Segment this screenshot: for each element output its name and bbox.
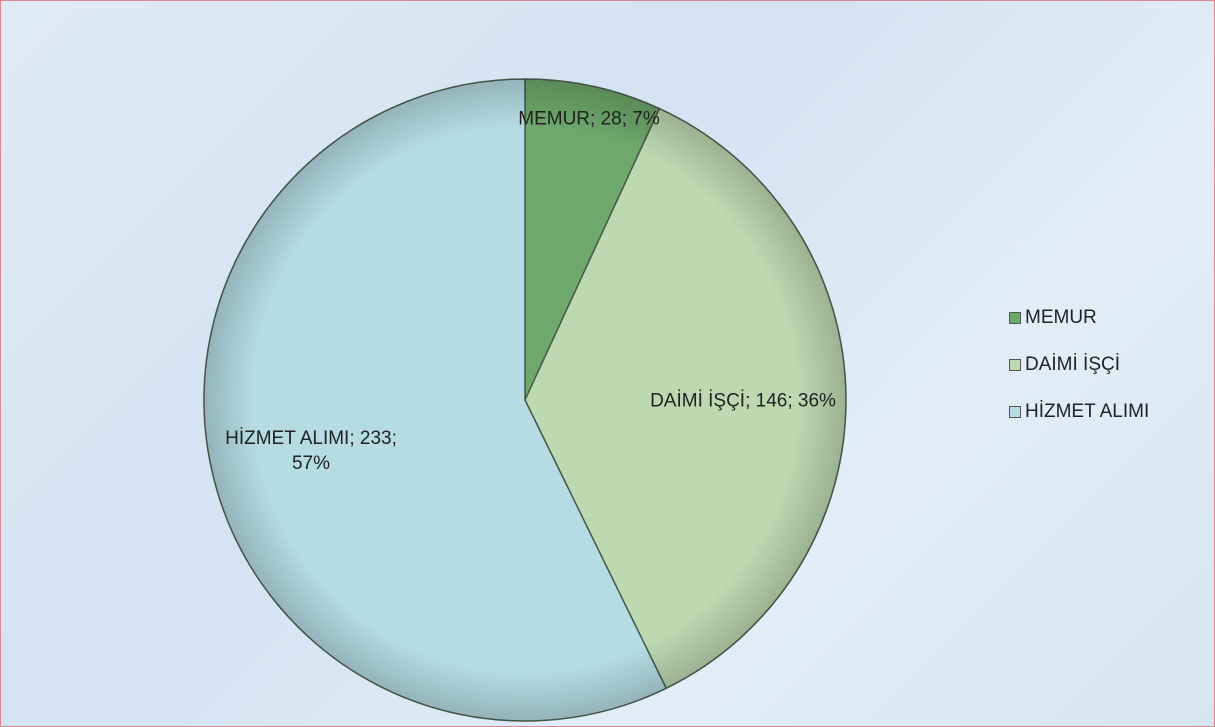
legend-label: MEMUR	[1025, 307, 1097, 328]
data-label: MEMUR; 28; 7%	[518, 108, 660, 130]
legend-item: MEMUR	[1009, 307, 1097, 329]
legend-swatch	[1009, 312, 1021, 324]
legend-item: DAİMİ İŞÇİ	[1009, 354, 1120, 376]
legend-label: HİZMET ALIMI	[1025, 401, 1150, 422]
legend-swatch	[1009, 406, 1021, 418]
legend-swatch	[1009, 359, 1021, 371]
legend-item: HİZMET ALIMI	[1009, 401, 1149, 423]
legend-label: DAİMİ İŞÇİ	[1025, 354, 1121, 375]
data-label: HİZMET ALIMI; 233; 57%	[225, 428, 397, 474]
data-label: DAİMİ İŞÇİ; 146; 36%	[650, 390, 836, 412]
